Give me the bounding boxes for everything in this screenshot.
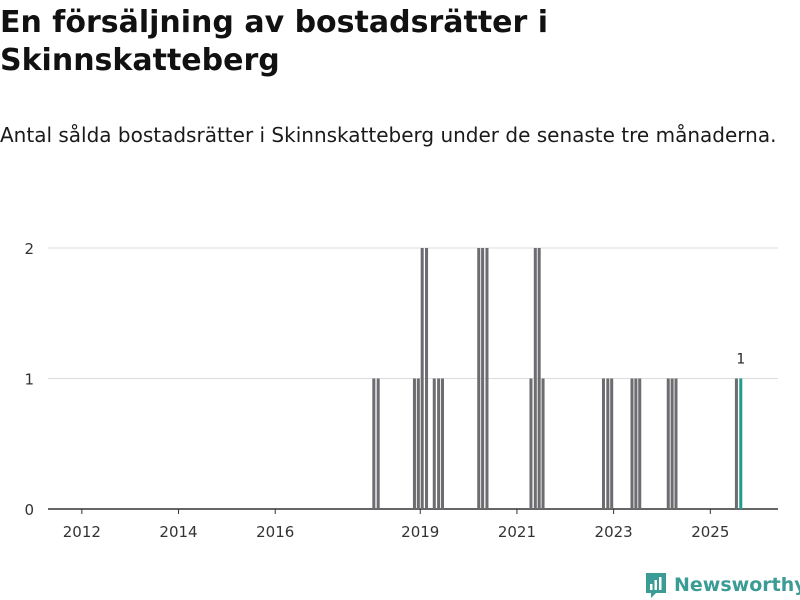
- x-tick-label: 2016: [256, 523, 294, 541]
- bar[interactable]: [485, 248, 489, 509]
- bar[interactable]: [630, 378, 634, 510]
- x-axis-ticks: 2012 2014 2016 2019 2021 2023 2025: [63, 509, 729, 541]
- bar[interactable]: [734, 378, 738, 510]
- bar[interactable]: [437, 378, 441, 510]
- x-tick-label: 2025: [691, 523, 729, 541]
- bar[interactable]: [376, 378, 380, 510]
- y-axis-ticks: 0 1 2: [24, 240, 34, 519]
- y-tick-label: 1: [24, 371, 34, 389]
- bar[interactable]: [606, 378, 610, 510]
- bar[interactable]: [541, 378, 545, 510]
- x-tick-label: 2012: [63, 523, 101, 541]
- data-labels: 1: [736, 352, 745, 368]
- bar-chart: 0 1 2 2012 2014 2016 2019 2021 2023 2025 1: [24, 240, 778, 541]
- chart-subtitle: Antal sålda bostadsrätter i Skinnskatteb…: [0, 123, 777, 147]
- bar[interactable]: [670, 378, 674, 510]
- x-tick-label: 2014: [159, 523, 197, 541]
- x-tick-label: 2021: [498, 523, 536, 541]
- bar[interactable]: [634, 378, 638, 510]
- y-tick-label: 2: [24, 240, 34, 258]
- bars: [372, 248, 743, 510]
- bar[interactable]: [412, 378, 416, 510]
- y-tick-label: 0: [24, 501, 34, 519]
- bar[interactable]: [537, 248, 541, 509]
- bar[interactable]: [533, 248, 537, 509]
- bar[interactable]: [638, 378, 642, 510]
- bar[interactable]: [477, 248, 481, 509]
- bar[interactable]: [420, 248, 424, 509]
- x-tick-label: 2019: [401, 523, 439, 541]
- bar[interactable]: [425, 248, 429, 509]
- bar[interactable]: [674, 378, 678, 510]
- data-label: 1: [736, 352, 745, 368]
- bar[interactable]: [481, 248, 485, 509]
- bar[interactable]: [416, 378, 420, 510]
- x-tick-label: 2023: [595, 523, 633, 541]
- bar[interactable]: [372, 378, 376, 510]
- newsworthy-logo[interactable]: Newsworthy: [644, 570, 800, 600]
- bar[interactable]: [432, 378, 436, 510]
- bar[interactable]: [440, 378, 445, 510]
- bar[interactable]: [666, 378, 670, 510]
- bar[interactable]: [739, 378, 743, 510]
- bar[interactable]: [610, 378, 614, 510]
- bar[interactable]: [601, 378, 605, 510]
- brand-name: Newsworthy: [674, 574, 800, 596]
- newsworthy-logo-icon: [646, 573, 666, 598]
- bar[interactable]: [529, 378, 533, 510]
- chart-title: En försäljning av bostadsrätter i Skinns…: [0, 5, 549, 78]
